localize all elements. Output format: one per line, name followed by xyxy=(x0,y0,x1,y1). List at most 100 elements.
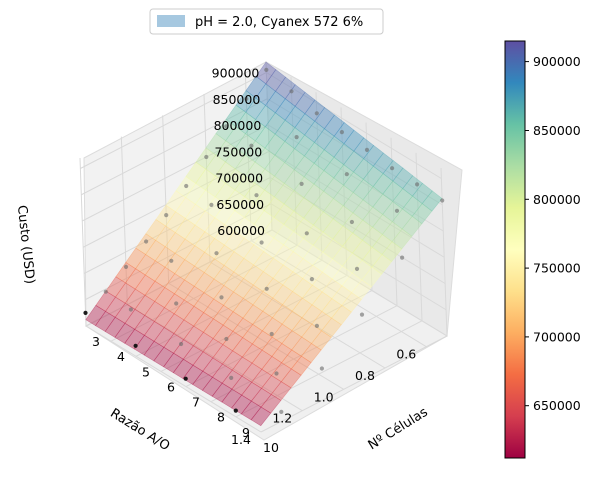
z-tick-label: 600000 xyxy=(217,223,265,238)
surface-patch xyxy=(134,274,156,296)
data-point xyxy=(344,172,349,177)
surface-patch xyxy=(284,84,306,107)
z-axis-label: Custo (USD) xyxy=(14,204,37,284)
surface-patch xyxy=(183,285,205,307)
surface-patch xyxy=(254,147,276,170)
surface-patch xyxy=(163,333,185,354)
surface-patch xyxy=(253,210,275,232)
colorbar: 650000 700000 750000 800000 850000 900000 xyxy=(504,40,581,459)
surface-patch xyxy=(234,175,256,198)
surface-patch xyxy=(323,114,345,137)
surface-patch xyxy=(254,126,276,149)
surface-patch xyxy=(281,349,302,370)
data-point xyxy=(269,331,274,337)
surface-patch xyxy=(235,133,256,156)
surface-patch xyxy=(252,291,274,312)
surface-patch xyxy=(245,119,266,142)
surface-patch xyxy=(105,276,126,298)
surface-patch xyxy=(135,254,156,276)
surface-patch xyxy=(133,334,155,356)
surface-patch xyxy=(184,265,205,287)
surface-patch xyxy=(322,258,343,280)
surface-patch xyxy=(225,126,246,149)
grid-line xyxy=(80,72,267,169)
data-point xyxy=(179,341,184,347)
surface-patch xyxy=(253,230,275,252)
surface-patch xyxy=(183,325,204,347)
x-axis-label: Razão A/O xyxy=(107,406,172,454)
surface-patch xyxy=(242,284,264,306)
surface-patch xyxy=(222,311,244,332)
surface-patch xyxy=(143,321,165,342)
surface-patch xyxy=(331,304,352,326)
data-point xyxy=(304,231,309,236)
surface-patch xyxy=(205,154,226,177)
surface-patch xyxy=(124,328,145,350)
surface-patch xyxy=(254,168,275,191)
surface-patch xyxy=(242,304,264,325)
data-point xyxy=(390,166,395,171)
surface-patch xyxy=(292,237,314,259)
colorbar-ticks: 650000 700000 750000 800000 850000 900000 xyxy=(525,54,581,413)
surface-patch xyxy=(184,245,206,267)
surface-patch xyxy=(283,190,305,212)
surface-patch xyxy=(341,252,363,274)
surface-patch xyxy=(294,134,315,157)
data-point xyxy=(294,135,299,140)
surface-patch xyxy=(243,264,264,286)
surface-patch xyxy=(215,140,236,163)
data-point xyxy=(214,251,219,256)
surface-patch xyxy=(213,264,235,286)
surface-patch xyxy=(401,215,423,237)
surface-patch xyxy=(265,90,286,114)
surface-patch xyxy=(294,91,316,115)
surface-patch xyxy=(165,190,187,213)
colorbar-tick-label: 650000 xyxy=(533,398,581,413)
z-tick-label: 650000 xyxy=(216,197,264,212)
surface-patch xyxy=(184,203,206,226)
surface-patch xyxy=(233,277,254,299)
grid-line xyxy=(83,177,271,274)
axis-ticks: 0.6 0.8 1.0 1.2 1.4 3 4 5 6 7 8 9 10 600000 650000 7000… xyxy=(92,66,416,456)
surface-patch xyxy=(205,133,227,156)
data-point xyxy=(184,183,189,189)
surface-patch xyxy=(352,219,373,241)
surface-patch xyxy=(223,271,245,293)
surface-patch xyxy=(211,382,233,403)
surface-patch xyxy=(252,271,274,292)
surface-patch xyxy=(313,190,334,213)
surface-patch xyxy=(202,357,223,378)
surface-patch xyxy=(341,292,362,313)
surface-patch xyxy=(321,317,342,338)
surface-patch xyxy=(284,127,306,150)
surface-patch xyxy=(261,317,283,338)
surface-patch xyxy=(282,291,303,312)
surface-patch xyxy=(362,206,384,228)
data-point xyxy=(400,255,405,260)
z-tick-label: 850000 xyxy=(213,92,261,107)
surface-patch xyxy=(291,336,312,357)
data-point xyxy=(299,181,304,186)
surface-patch xyxy=(342,192,364,214)
surface-patch xyxy=(223,251,245,273)
surface-patch xyxy=(244,140,266,163)
grid-line xyxy=(84,203,272,301)
surface-patch xyxy=(281,310,303,332)
data-points xyxy=(83,67,445,414)
grid-line xyxy=(162,115,170,284)
surface-patch xyxy=(343,129,365,152)
grid-line xyxy=(185,290,373,388)
surface-patch xyxy=(372,152,394,175)
grid-lines xyxy=(79,61,448,433)
data-point xyxy=(289,89,294,94)
surface-patch xyxy=(212,304,234,326)
surface-patch xyxy=(214,224,235,246)
surface-patch xyxy=(235,90,257,113)
surface-patch xyxy=(222,350,243,371)
y-tick-label: 4 xyxy=(117,349,125,364)
surface-patch xyxy=(342,232,363,254)
surface-patch xyxy=(263,196,285,219)
surface-patch xyxy=(291,297,313,319)
surface-patch xyxy=(333,122,355,145)
